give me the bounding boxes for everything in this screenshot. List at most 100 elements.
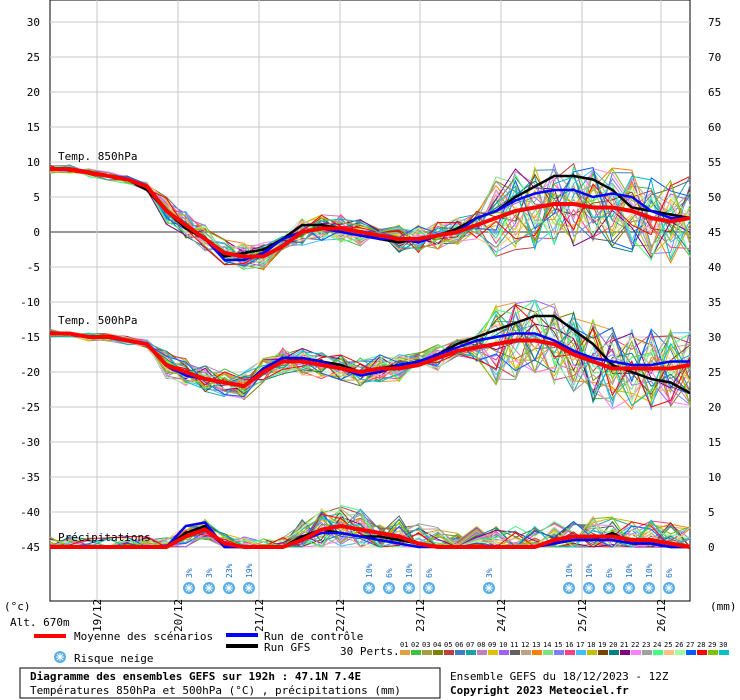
pert-number: 14 xyxy=(543,641,551,649)
mean-t850-line xyxy=(50,167,691,259)
snow-risk: 10% xyxy=(403,563,415,594)
right-tick: 40 xyxy=(708,261,721,274)
snow-risk: 6% xyxy=(423,568,435,594)
left-tick: -30 xyxy=(20,436,40,449)
snowflake-arms xyxy=(385,584,393,592)
date-labels: 19/12 20/12 21/12 22/12 23/12 24/12 25/12 26/12 xyxy=(91,599,668,632)
snowflake-arms xyxy=(365,584,373,592)
legend-mean: Moyenne des scénarios xyxy=(74,630,213,643)
snow-risk: 3% xyxy=(483,568,495,594)
pert-number: 10 xyxy=(499,641,507,649)
right-tick: 60 xyxy=(708,121,721,134)
legend-gfs: Run GFS xyxy=(264,641,310,654)
pert-swatch xyxy=(686,650,696,655)
left-tick: -25 xyxy=(20,401,40,414)
pert-number: 15 xyxy=(554,641,562,649)
snowflake-arms xyxy=(645,584,653,592)
pert-number: 22 xyxy=(631,641,639,649)
snowflake-arms xyxy=(625,584,633,592)
pert-number: 07 xyxy=(466,641,474,649)
pert-swatch xyxy=(653,650,663,655)
left-tick: 20 xyxy=(27,86,40,99)
pert-swatch xyxy=(719,650,729,655)
left-tick: 15 xyxy=(27,121,40,134)
snow-risk-pct: 10% xyxy=(625,563,634,578)
altitude: Alt. 670m xyxy=(10,616,70,629)
right-tick: 5 xyxy=(708,506,715,519)
snowflake-arms xyxy=(245,584,253,592)
date-label: 26/12 xyxy=(655,599,668,632)
perturbation-line xyxy=(49,165,691,259)
date-label: 24/12 xyxy=(495,599,508,632)
pert-number: 21 xyxy=(620,641,628,649)
pert-number: 27 xyxy=(686,641,694,649)
mean-t500-line xyxy=(50,331,691,389)
pert-swatch xyxy=(488,650,498,655)
pert-swatch xyxy=(554,650,564,655)
snow-risk-row: 3% 3% 23% 19% 10% 6% 10% 6% 3% 10% 10% 6% 10% 10% 6% xyxy=(183,563,675,594)
pert-swatch xyxy=(620,650,630,655)
left-axis-ticks: 30 25 20 15 10 5 0 -5 -10 -15 -20 -25 -30 -35 -40 -45 xyxy=(20,16,40,554)
legend-perts: 30 Perts. xyxy=(340,645,400,658)
pert-number: 08 xyxy=(477,641,485,649)
label-t500: Temp. 500hPa xyxy=(58,314,137,327)
date-label: 21/12 xyxy=(253,599,266,632)
right-tick: 0 xyxy=(708,541,715,554)
pert-number: 04 xyxy=(433,641,441,649)
pert-number: 03 xyxy=(422,641,430,649)
pert-number: 05 xyxy=(444,641,452,649)
legend: Moyenne des scénarios Run de contrôle Ru… xyxy=(34,630,729,665)
main-series xyxy=(50,167,691,549)
left-tick: -10 xyxy=(20,296,40,309)
snow-risk-pct: 19% xyxy=(245,563,254,578)
pert-number: 13 xyxy=(532,641,540,649)
snow-risk: 19% xyxy=(243,563,255,594)
pert-swatch xyxy=(532,650,542,655)
left-tick: -15 xyxy=(20,331,40,344)
perturbation-line xyxy=(49,165,691,262)
pert-swatch xyxy=(631,650,641,655)
perturbation-line xyxy=(49,166,691,264)
snowflake-icon xyxy=(54,651,66,663)
pert-number: 19 xyxy=(598,641,606,649)
right-tick: 15 xyxy=(708,436,721,449)
snow-risk-pct: 6% xyxy=(605,568,614,578)
pert-swatch xyxy=(565,650,575,655)
snow-risk: 3% xyxy=(203,568,215,594)
right-tick: 45 xyxy=(708,226,721,239)
pert-number: 12 xyxy=(521,641,529,649)
pert-swatch xyxy=(587,650,597,655)
left-tick: -35 xyxy=(20,471,40,484)
snow-risk-pct: 10% xyxy=(365,563,374,578)
footer-copyright: Copyright 2023 Meteociel.fr xyxy=(450,684,629,697)
left-tick: -5 xyxy=(27,261,40,274)
right-tick: 55 xyxy=(708,156,721,169)
snowflake-arms xyxy=(205,584,213,592)
snow-risk: 6% xyxy=(603,568,615,594)
pert-number: 30 xyxy=(719,641,727,649)
pert-number: 02 xyxy=(411,641,419,649)
snow-risk: 6% xyxy=(383,568,395,594)
date-label: 25/12 xyxy=(576,599,589,632)
snow-risk: 23% xyxy=(223,563,235,594)
snow-risk: 10% xyxy=(563,563,575,594)
snow-risk: 10% xyxy=(363,563,375,594)
snow-risk-pct: 6% xyxy=(665,568,674,578)
plot-frame xyxy=(49,0,691,602)
pert-swatch xyxy=(466,650,476,655)
footer-box xyxy=(19,667,441,699)
pert-swatch xyxy=(455,650,465,655)
left-tick: -45 xyxy=(20,541,40,554)
snow-risk-pct: 6% xyxy=(385,568,394,578)
footer-subtitle: Températures 850hPa et 500hPa (°C) , pré… xyxy=(30,684,401,697)
pert-swatch xyxy=(642,650,652,655)
left-tick: -20 xyxy=(20,366,40,379)
perturbation-line xyxy=(49,168,691,255)
snowflake-arms xyxy=(405,584,413,592)
perturbation-line xyxy=(49,301,691,403)
snow-risk-pct: 23% xyxy=(225,563,234,578)
pert-swatch xyxy=(422,650,432,655)
pert-swatch xyxy=(477,650,487,655)
pert-number: 06 xyxy=(455,641,463,649)
